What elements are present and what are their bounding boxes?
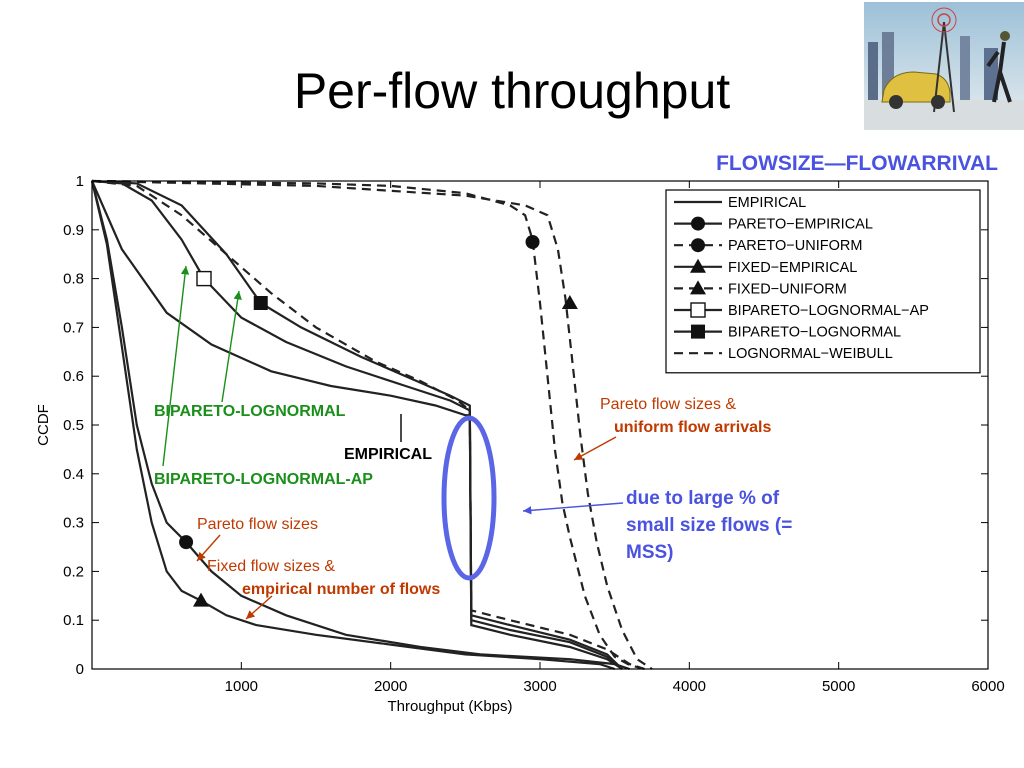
highlight-ellipse: [441, 415, 497, 581]
series-line-3: [90, 180, 616, 671]
legend-entry-2: PARETO−UNIFORM: [728, 238, 862, 254]
legend-marker-1: [691, 216, 705, 231]
y-tick-label-4: 0.4: [63, 466, 84, 483]
y-tick-label-7: 0.7: [63, 319, 84, 336]
axes: 1000 2000 3000 4000 5000 6000 0 0.1 0.2 0.3 0.4 0.5…: [35, 173, 1005, 715]
arrow-fixed-flow-sizes: [245, 595, 273, 620]
x-axis-label: Throughput (Kbps): [387, 698, 512, 715]
legend-marker-5: [690, 302, 706, 318]
legend-marker-3: [690, 258, 706, 273]
series-line-2: [91, 179, 645, 671]
legend-entry-7: LOGNORMAL−WEIBULL: [728, 346, 893, 362]
legend-entry-3: FIXED−EMPIRICAL: [728, 260, 857, 276]
series-marker-4-0: [561, 295, 578, 309]
x-tick-label-2: 3000: [523, 678, 556, 695]
y-tick-label-3: 0.3: [63, 515, 84, 532]
legend-entry-4: FIXED−UNIFORM: [728, 281, 847, 297]
series-line-4: [91, 179, 653, 670]
legend-marker-6: [691, 324, 705, 339]
y-axis-label: CCDF: [35, 404, 52, 446]
legend-entry-0: EMPIRICAL: [728, 195, 806, 211]
y-tick-label-6: 0.6: [63, 368, 84, 385]
label-bipareto-lognormal: BIPARETO-LOGNORMAL: [154, 403, 346, 420]
plot-area: [90, 179, 653, 671]
x-tick-label-1: 2000: [374, 678, 407, 695]
y-tick-label-0: 0: [76, 661, 84, 678]
y-tick-label-5: 0.5: [63, 417, 84, 434]
arrow-pareto-flow-sizes: [196, 534, 221, 562]
label-fixed-2: empirical number of flows: [242, 581, 440, 598]
label-pareto-uniform-1: Pareto flow sizes &: [600, 396, 736, 413]
page-title: Per-flow throughput: [293, 63, 731, 119]
arrow-due-to: [522, 502, 624, 515]
decorative-picture: [864, 2, 1024, 130]
arrow-pareto-uniform: [573, 436, 617, 461]
label-due-1: due to large % of: [626, 488, 780, 509]
series-marker-2-0: [525, 235, 540, 249]
series-marker-6-0: [253, 296, 268, 310]
y-tick-label-1: 0.1: [63, 612, 84, 629]
label-bipareto-lognormal-ap: BIPARETO-LOGNORMAL-AP: [154, 471, 373, 488]
annotations: BIPARETO-LOGNORMAL EMPIRICAL BIPARETO-LO…: [154, 265, 792, 620]
legend-box: [665, 189, 981, 374]
x-tick-label-5: 6000: [971, 678, 1004, 695]
series-marker-5-0: [196, 270, 212, 287]
label-due-2: small size flows (=: [626, 515, 792, 536]
series-marker-1-0: [179, 535, 194, 550]
scenario-label: FLOWSIZE—FLOWARRIVAL: [716, 152, 998, 175]
arrow-bipareto-lognormal: [221, 290, 242, 403]
legend-entry-6: BIPARETO−LOGNORMAL: [728, 325, 901, 341]
legend-entry-1: PARETO−EMPIRICAL: [728, 217, 873, 233]
legend-marker-2: [691, 238, 705, 253]
arrow-bipareto-lognormal-ap: [162, 265, 190, 467]
label-empirical: EMPIRICAL: [344, 446, 432, 463]
y-tick-label-2: 0.2: [63, 563, 84, 580]
x-tick-label-0: 1000: [225, 678, 258, 695]
legend-entry-5: BIPARETO−LOGNORMAL−AP: [728, 303, 929, 319]
y-tick-label-8: 0.8: [63, 271, 84, 288]
x-tick-label-3: 4000: [673, 678, 706, 695]
series-line-5: [91, 179, 623, 670]
y-tick-label-10: 1: [76, 173, 84, 190]
label-fixed-1: Fixed flow sizes &: [207, 558, 335, 575]
series-line-6: [91, 179, 623, 670]
legend-marker-4: [690, 280, 706, 295]
label-pareto-uniform-2: uniform flow arrivals: [614, 419, 771, 436]
label-pareto-flow-sizes: Pareto flow sizes: [197, 516, 318, 533]
legend: EMPIRICAL PARETO−EMPIRICAL PARETO−UNIFORM F…: [665, 189, 981, 374]
label-due-3: MSS): [626, 542, 674, 563]
series-marker-3-0: [193, 592, 210, 607]
series-line-1: [90, 180, 630, 671]
series-line-7: [91, 179, 645, 671]
series-line-0: [90, 180, 623, 670]
y-tick-label-9: 0.9: [63, 222, 84, 239]
x-tick-label-4: 5000: [822, 678, 855, 695]
